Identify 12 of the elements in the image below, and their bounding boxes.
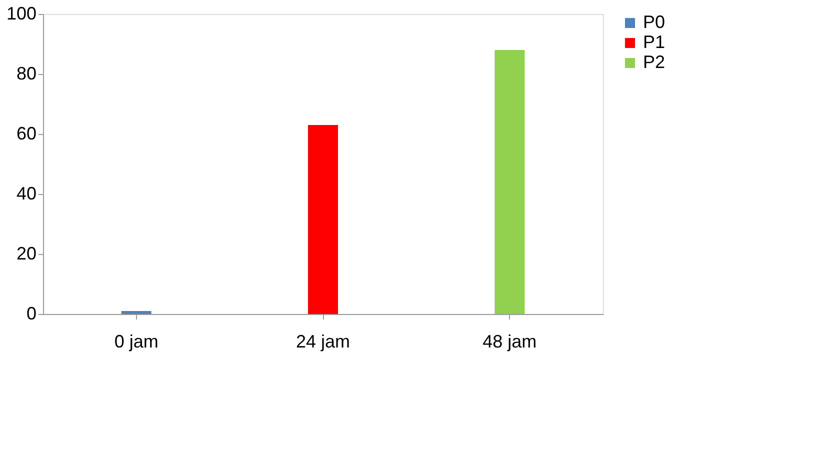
legend-label: P1: [643, 32, 666, 52]
y-tick-label: 20: [16, 244, 36, 264]
legend-label: P0: [643, 12, 666, 32]
x-tick-label: 24 jam: [296, 332, 350, 352]
y-tick-label: 100: [6, 4, 36, 24]
x-tick-label: 0 jam: [114, 332, 158, 352]
x-tick-label: 48 jam: [482, 332, 537, 352]
y-tick-label: 40: [16, 184, 36, 204]
y-tick-label: 80: [16, 64, 36, 84]
y-tick-label: 0: [26, 304, 36, 324]
legend-label: P2: [643, 52, 666, 72]
y-tick-label: 60: [16, 124, 36, 144]
